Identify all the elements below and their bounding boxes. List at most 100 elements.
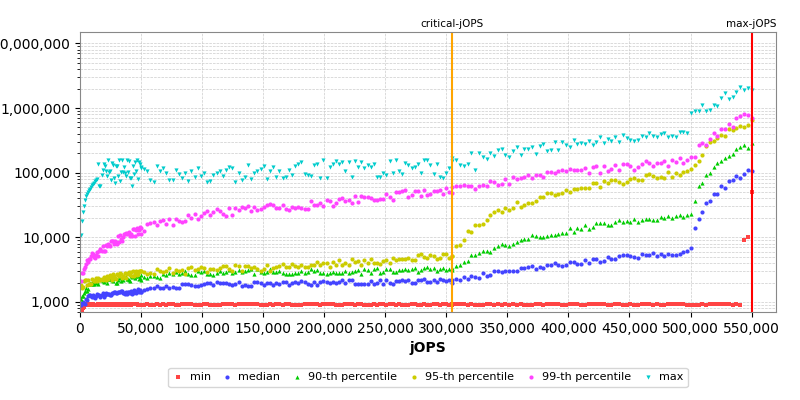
max — [106, 162, 119, 169]
median — [458, 274, 470, 280]
95-th percentile — [339, 260, 352, 266]
max — [88, 180, 101, 186]
99-th percentile — [83, 256, 96, 262]
95-th percentile — [130, 268, 142, 274]
90-th percentile — [510, 239, 523, 245]
min — [402, 302, 414, 308]
99-th percentile — [654, 160, 667, 166]
max — [207, 171, 220, 178]
90-th percentile — [75, 295, 88, 302]
95-th percentile — [82, 277, 94, 283]
median — [185, 282, 198, 288]
max — [458, 162, 470, 169]
95-th percentile — [89, 278, 102, 285]
90-th percentile — [377, 269, 390, 275]
max — [578, 141, 591, 147]
90-th percentile — [130, 273, 142, 280]
99-th percentile — [326, 203, 339, 210]
95-th percentile — [191, 266, 204, 272]
99-th percentile — [446, 184, 459, 190]
median — [150, 283, 163, 290]
99-th percentile — [685, 154, 698, 160]
95-th percentile — [242, 262, 254, 269]
99-th percentile — [499, 176, 512, 182]
90-th percentile — [305, 266, 318, 272]
median — [620, 252, 633, 258]
median — [232, 279, 245, 286]
95-th percentile — [100, 272, 113, 279]
95-th percentile — [446, 253, 459, 259]
95-th percentile — [349, 259, 362, 265]
min — [134, 301, 147, 308]
95-th percentile — [76, 285, 89, 291]
90-th percentile — [238, 268, 251, 274]
min — [254, 302, 267, 308]
99-th percentile — [75, 278, 88, 284]
median — [119, 288, 132, 295]
min — [450, 301, 462, 307]
min — [560, 302, 573, 308]
95-th percentile — [106, 277, 118, 283]
max — [677, 128, 690, 135]
99-th percentile — [602, 168, 614, 175]
95-th percentile — [437, 250, 450, 257]
max — [235, 177, 248, 184]
95-th percentile — [643, 170, 656, 177]
99-th percentile — [81, 257, 94, 263]
median — [264, 280, 277, 286]
min — [115, 302, 128, 308]
median — [96, 290, 109, 296]
95-th percentile — [141, 270, 154, 277]
90-th percentile — [95, 277, 108, 284]
95-th percentile — [134, 268, 147, 274]
min — [88, 302, 101, 308]
median — [90, 293, 103, 299]
Text: critical-jOPS: critical-jOPS — [421, 19, 484, 29]
min — [270, 301, 282, 308]
99-th percentile — [537, 174, 550, 180]
95-th percentile — [399, 256, 412, 262]
90-th percentile — [537, 234, 550, 240]
99-th percentile — [129, 233, 142, 240]
min — [374, 301, 386, 308]
max — [276, 175, 289, 181]
min — [396, 302, 409, 308]
max — [170, 166, 182, 173]
99-th percentile — [95, 248, 108, 254]
90-th percentile — [150, 274, 163, 280]
median — [541, 262, 554, 269]
max — [571, 141, 584, 147]
99-th percentile — [522, 172, 534, 178]
Legend: min, median, 90-th percentile, 95-th percentile, 99-th percentile, max: min, median, 90-th percentile, 95-th per… — [169, 368, 687, 387]
99-th percentile — [242, 202, 254, 209]
95-th percentile — [336, 262, 349, 268]
min — [264, 301, 277, 307]
min — [182, 301, 194, 307]
median — [430, 279, 443, 285]
95-th percentile — [374, 261, 386, 267]
X-axis label: jOPS: jOPS — [410, 341, 446, 355]
95-th percentile — [81, 282, 94, 288]
99-th percentile — [100, 243, 113, 249]
95-th percentile — [454, 242, 466, 248]
95-th percentile — [75, 282, 88, 288]
99-th percentile — [560, 168, 573, 174]
90-th percentile — [361, 267, 374, 273]
median — [154, 285, 166, 291]
99-th percentile — [94, 246, 107, 252]
95-th percentile — [92, 274, 105, 281]
max — [323, 164, 336, 170]
max — [624, 137, 637, 143]
95-th percentile — [578, 184, 591, 191]
95-th percentile — [499, 205, 512, 211]
max — [506, 148, 519, 154]
95-th percentile — [541, 190, 554, 196]
99-th percentile — [101, 240, 114, 247]
min — [103, 301, 116, 307]
min — [326, 300, 339, 307]
max — [172, 171, 185, 177]
90-th percentile — [692, 183, 705, 189]
90-th percentile — [635, 217, 648, 224]
min — [563, 300, 576, 307]
min — [261, 302, 274, 308]
